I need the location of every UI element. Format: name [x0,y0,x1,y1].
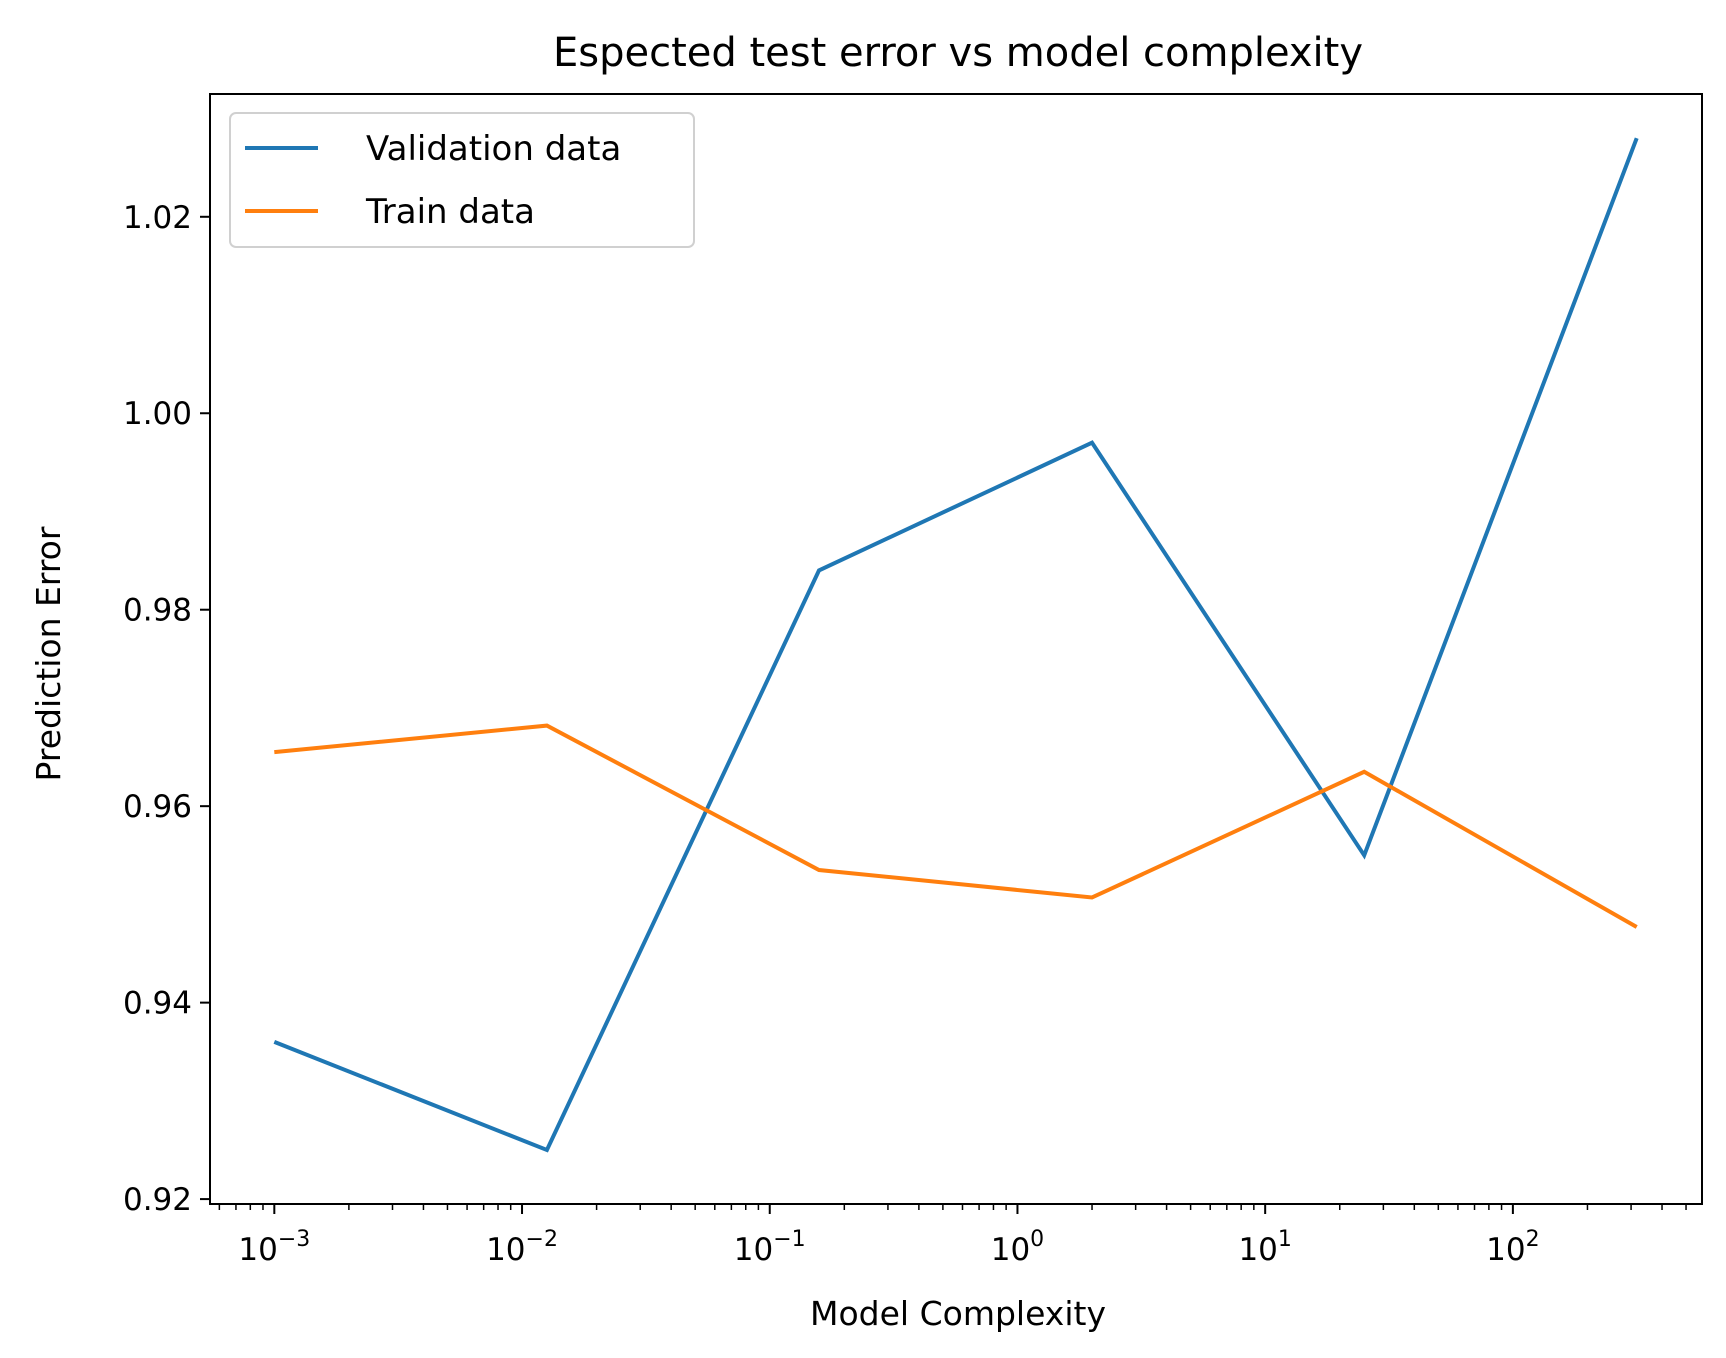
y-axis-label: Prediction Error [29,526,68,781]
x-tick-label: 10−2 [486,1227,558,1268]
plot-frame [209,93,1703,1205]
legend-label: Train data [365,192,535,232]
x-tick-label: 10−1 [734,1227,806,1268]
y-tick-label: 0.92 [123,1182,192,1218]
x-axis-label: Model Complexity [810,1294,1106,1333]
y-tick-label: 0.98 [123,593,192,629]
y-tick-label: 1.02 [123,200,192,236]
series-line-2 [274,723,1638,929]
y-tick-label: 0.96 [123,789,192,825]
x-tick-label: 10−3 [238,1227,310,1268]
plot-area: 0.92 0.94 0.96 0.98 1.00 1.02 10−3 10−2 10−1 100 1… [123,93,1703,1268]
x-tick-label: 100 [991,1227,1044,1268]
y-tick-label: 0.94 [123,986,192,1022]
legend-box [229,112,695,248]
x-tick-label: 101 [1238,1227,1291,1268]
legend-label: Validation data [366,129,621,169]
y-tick-label: 1.00 [123,396,192,432]
x-tick-label: 102 [1486,1227,1539,1268]
series-line-1 [273,137,1639,1153]
chart-title: Espected test error vs model complexity [553,30,1363,76]
